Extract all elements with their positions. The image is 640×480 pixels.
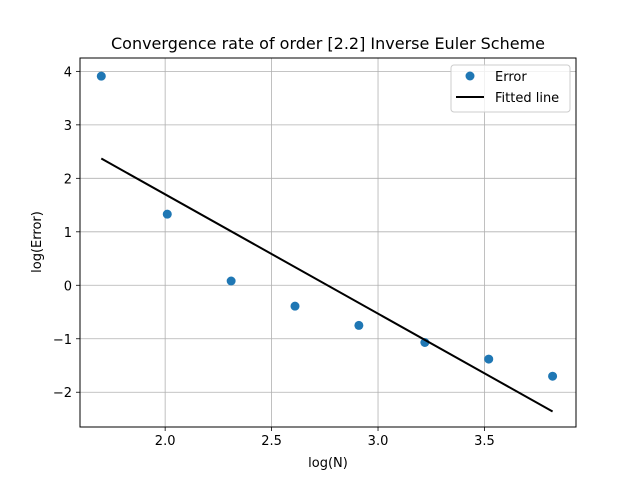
x-tick-label: 3.0 bbox=[368, 434, 389, 449]
fitted-line bbox=[100, 157, 554, 413]
y-tick-label: 1 bbox=[64, 226, 72, 241]
legend-error-label: Error bbox=[495, 70, 527, 85]
y-tick-label: 4 bbox=[64, 65, 72, 80]
y-tick-label: −2 bbox=[53, 386, 72, 401]
x-axis-label: log(N) bbox=[308, 456, 348, 471]
error-data-point bbox=[290, 301, 300, 311]
plot-area-frame bbox=[79, 57, 577, 428]
y-tick-label: 0 bbox=[64, 279, 72, 294]
legend: Error Fitted line bbox=[450, 64, 571, 113]
x-tick-label: 3.5 bbox=[474, 434, 495, 449]
error-data-point bbox=[96, 71, 106, 81]
legend-fitted-line-label: Fitted line bbox=[495, 91, 559, 106]
legend-box bbox=[450, 64, 571, 113]
error-data-point bbox=[354, 320, 364, 330]
y-axis-label: log(Error) bbox=[30, 211, 45, 273]
y-tick-label: 3 bbox=[64, 119, 72, 134]
error-data-point bbox=[226, 276, 236, 286]
y-axis-ticks: −2 −1 0 1 2 3 4 bbox=[53, 65, 80, 401]
error-data-point bbox=[548, 371, 558, 381]
legend-error-marker bbox=[465, 71, 475, 81]
y-tick-label: 2 bbox=[64, 172, 72, 187]
x-tick-label: 2.5 bbox=[261, 434, 282, 449]
x-axis-ticks: 2.0 2.5 3.0 3.5 bbox=[155, 427, 495, 449]
chart-title: Convergence rate of order [2.2] Inverse … bbox=[111, 34, 545, 53]
error-data-point bbox=[162, 209, 172, 219]
plot-series bbox=[96, 71, 558, 413]
y-tick-label: −1 bbox=[53, 333, 72, 348]
error-data-point bbox=[484, 354, 494, 364]
x-tick-label: 2.0 bbox=[155, 434, 176, 449]
